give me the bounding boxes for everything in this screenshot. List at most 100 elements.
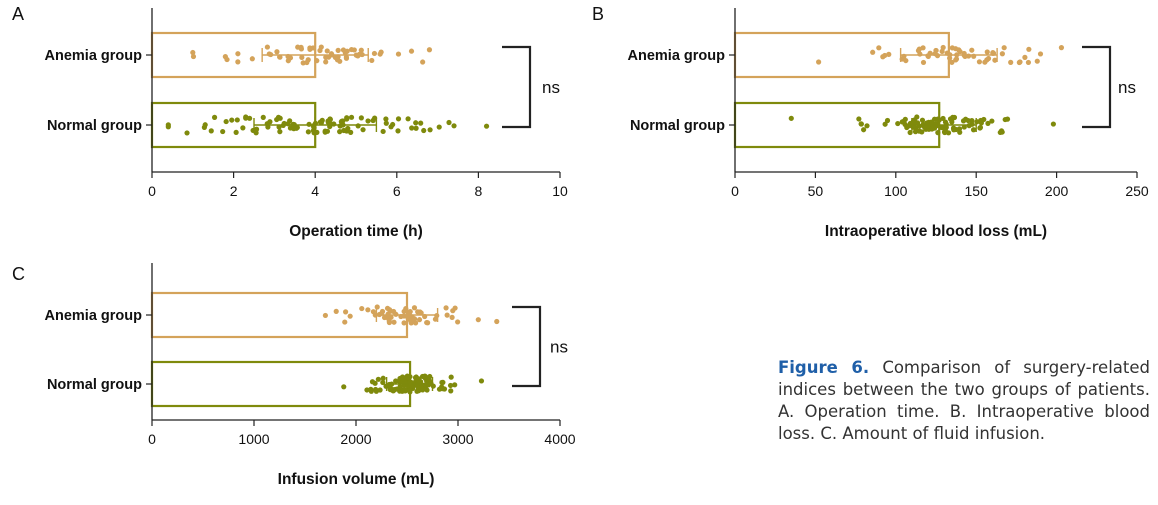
data-point (380, 375, 386, 381)
category-label: Normal group (47, 377, 142, 393)
category-label: Anemia group (45, 48, 143, 64)
data-point (901, 118, 907, 124)
data-point (247, 115, 253, 121)
chart-panel-c: C Anemia group Normal group 0 1000 2000 3000 40… (12, 263, 576, 488)
data-point (233, 129, 239, 135)
significance-label: ns (1118, 78, 1136, 97)
data-point (953, 56, 960, 62)
data-point (401, 376, 407, 382)
data-point (870, 49, 876, 55)
data-point (405, 116, 411, 122)
data-point (945, 130, 952, 136)
data-point (348, 46, 355, 53)
data-point (323, 54, 329, 60)
data-point (432, 316, 439, 322)
category-label: Anemia group (628, 48, 726, 64)
data-point (977, 125, 983, 131)
data-point (999, 51, 1005, 57)
data-point (240, 125, 246, 131)
data-point (307, 45, 313, 51)
panel-label: B (592, 4, 604, 24)
data-point (939, 48, 945, 54)
data-point (249, 56, 255, 62)
data-point (446, 119, 452, 126)
data-point (393, 386, 400, 392)
data-point (165, 124, 171, 130)
data-point (380, 128, 386, 135)
data-point (483, 123, 490, 129)
data-point (358, 47, 364, 53)
data-point (267, 119, 273, 125)
x-tick-label: 250 (1125, 183, 1149, 199)
data-point (427, 373, 433, 380)
caption-label: Figure 6. (778, 358, 870, 377)
data-point (884, 117, 891, 124)
x-tick-label: 6 (393, 183, 401, 199)
data-point (886, 51, 892, 57)
data-point (443, 305, 449, 311)
data-point (378, 49, 384, 55)
data-point (377, 387, 383, 393)
x-tick-label: 200 (1045, 183, 1069, 199)
data-point (1037, 51, 1044, 57)
data-point (333, 308, 339, 314)
x-tick-label: 10 (552, 183, 568, 199)
data-point (448, 374, 454, 380)
data-point (358, 115, 364, 121)
data-point (906, 123, 912, 129)
data-point (393, 311, 399, 317)
data-point (920, 59, 927, 66)
data-point (951, 114, 957, 121)
data-point (989, 118, 995, 124)
data-point (408, 48, 415, 54)
data-point (413, 374, 419, 380)
data-point (381, 314, 388, 321)
data-point (295, 44, 301, 50)
data-point (965, 53, 972, 59)
data-point (374, 304, 380, 310)
data-point (929, 119, 935, 125)
data-point (285, 58, 291, 64)
data-point (383, 116, 389, 122)
x-tick-label: 4 (311, 183, 319, 199)
data-point (359, 305, 365, 312)
significance-bracket (1082, 45, 1112, 129)
data-point (1008, 59, 1014, 65)
x-tick-label: 1000 (238, 431, 269, 447)
data-point (386, 318, 392, 324)
data-point (229, 117, 235, 123)
x-tick-label: 4000 (544, 431, 575, 447)
significance-bracket (512, 305, 542, 388)
data-point (969, 47, 975, 53)
data-point (452, 382, 458, 388)
significance-bracket (502, 45, 532, 129)
data-point (416, 317, 423, 323)
data-point (264, 44, 270, 50)
x-axis-title: Intraoperative blood loss (mL) (825, 223, 1047, 240)
data-point (371, 50, 378, 57)
x-axis-title: Infusion volume (mL) (278, 471, 435, 488)
data-point (345, 125, 351, 132)
data-point (337, 129, 343, 135)
data-point (420, 59, 426, 65)
data-point (234, 117, 240, 123)
data-point (343, 309, 349, 315)
data-point (401, 308, 407, 315)
data-point (864, 123, 870, 129)
data-point (451, 123, 457, 129)
data-point (876, 45, 882, 51)
data-point (450, 308, 456, 314)
data-point (190, 49, 196, 56)
chart-panel-a: A Anemia group Normal group 0 2 4 6 8 10 Operatio… (12, 4, 568, 240)
data-point (344, 116, 350, 122)
data-point (970, 127, 977, 133)
data-point (223, 118, 229, 125)
figure-caption: Figure 6. Comparison of surgery-related … (778, 357, 1150, 445)
data-point (414, 382, 420, 388)
data-point (375, 376, 381, 382)
data-point (1001, 45, 1007, 51)
data-point (380, 379, 386, 386)
data-point (355, 123, 361, 129)
data-point (861, 127, 867, 133)
